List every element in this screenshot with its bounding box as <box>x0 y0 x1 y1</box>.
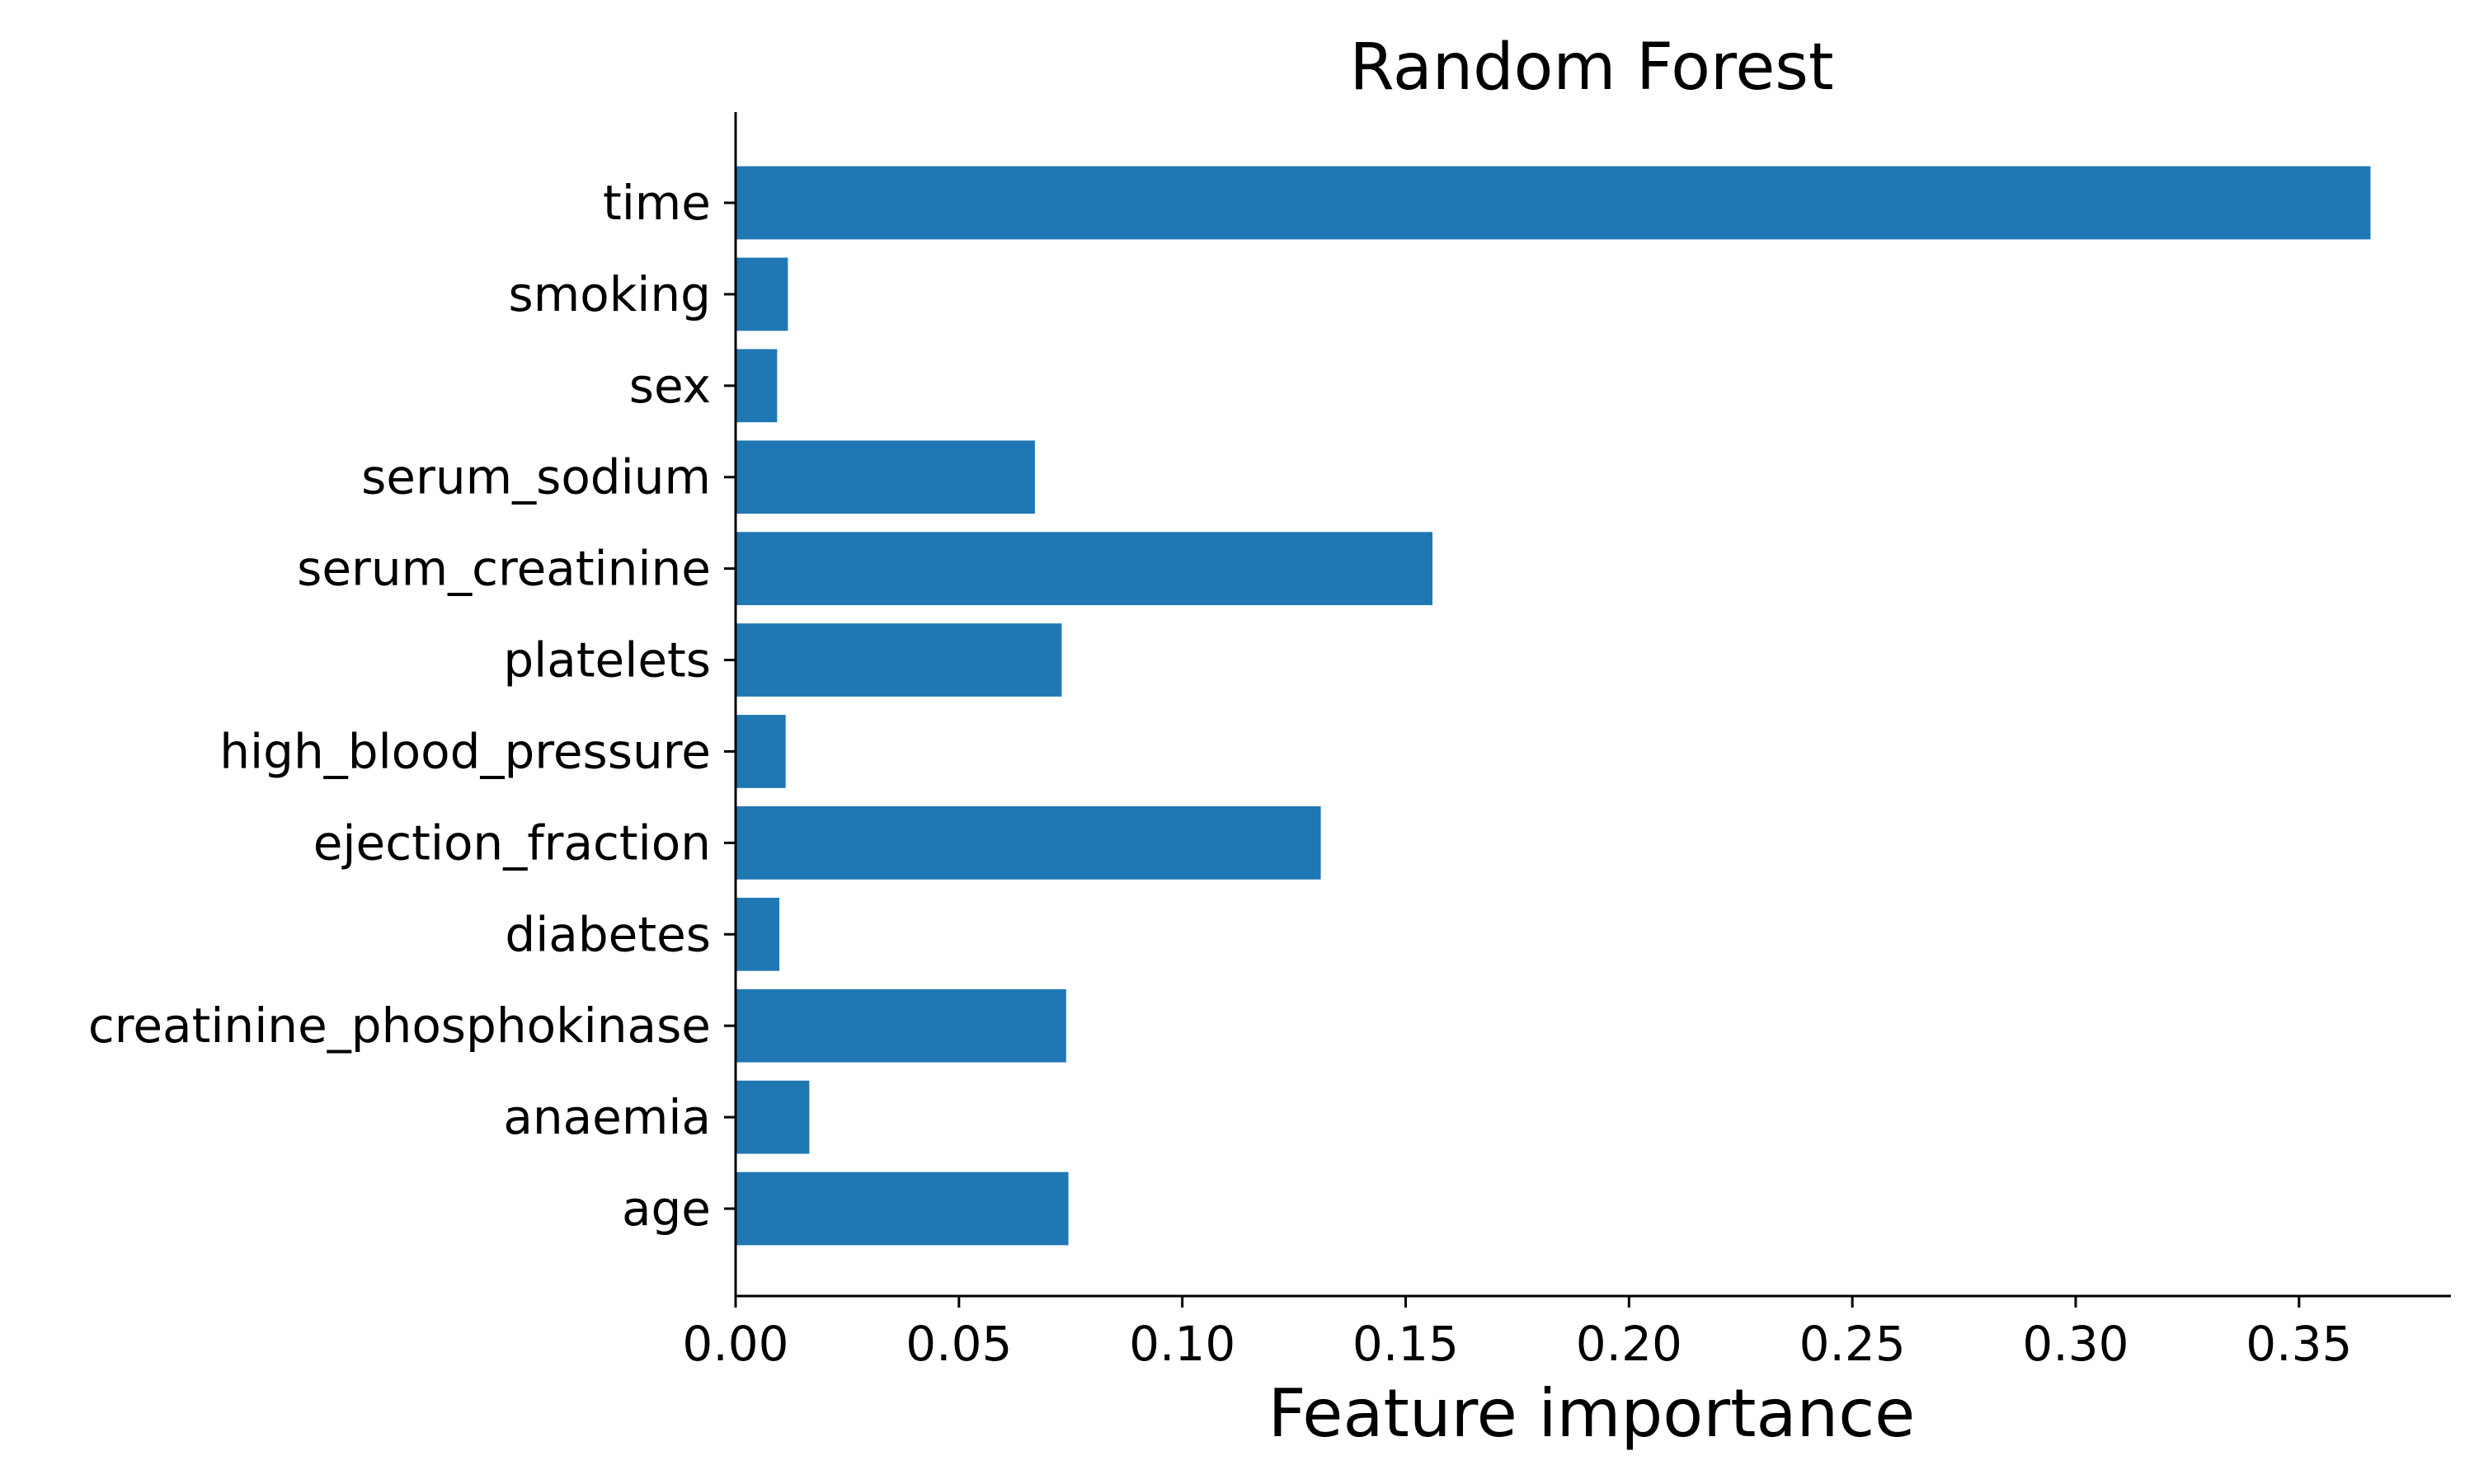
bar-smoking <box>736 257 788 331</box>
bar-serum-sodium <box>736 440 1035 514</box>
y-tick-label: high_blood_pressure <box>219 723 711 779</box>
bar-ejection-fraction <box>736 806 1321 880</box>
y-axis-ticks: age anaemia creatinine_phosphokinase diabet… <box>88 175 736 1237</box>
bar-creatinine-phosphokinase <box>736 989 1066 1063</box>
y-tick-label: sex <box>629 358 711 414</box>
x-axis-label: Feature importance <box>1268 1375 1916 1452</box>
bars-group <box>736 166 2371 1246</box>
x-tick-label: 0.30 <box>2022 1316 2128 1372</box>
y-tick-label: age <box>622 1181 711 1237</box>
y-tick-label: serum_creatinine <box>297 541 711 597</box>
chart-title: Random Forest <box>1349 31 1833 105</box>
bar-age <box>736 1172 1069 1246</box>
x-tick-label: 0.10 <box>1129 1316 1235 1372</box>
x-tick-label: 0.35 <box>2246 1316 2352 1372</box>
y-tick-label: ejection_fraction <box>313 815 711 871</box>
y-tick-label: creatinine_phosphokinase <box>88 998 711 1054</box>
bar-platelets <box>736 623 1062 697</box>
y-tick-label: platelets <box>503 632 711 688</box>
x-axis-ticks: 0.00 0.05 0.10 0.15 0.20 0.25 0.30 0.35 <box>682 1296 2352 1372</box>
y-tick-label: anaemia <box>503 1089 711 1145</box>
x-tick-label: 0.20 <box>1576 1316 1682 1372</box>
y-tick-label: time <box>603 175 711 231</box>
bar-sex <box>736 349 778 423</box>
x-tick-label: 0.25 <box>1799 1316 1906 1372</box>
y-tick-label: smoking <box>509 266 711 322</box>
bar-serum-creatinine <box>736 532 1432 605</box>
x-tick-label: 0.15 <box>1352 1316 1459 1372</box>
x-tick-label: 0.05 <box>905 1316 1012 1372</box>
y-tick-label: diabetes <box>505 906 711 962</box>
bar-time <box>736 166 2371 240</box>
bar-high-blood-pressure <box>736 715 786 788</box>
x-tick-label: 0.00 <box>682 1316 788 1372</box>
bar-diabetes <box>736 897 780 971</box>
bar-anaemia <box>736 1080 810 1154</box>
y-tick-label: serum_sodium <box>361 449 711 505</box>
